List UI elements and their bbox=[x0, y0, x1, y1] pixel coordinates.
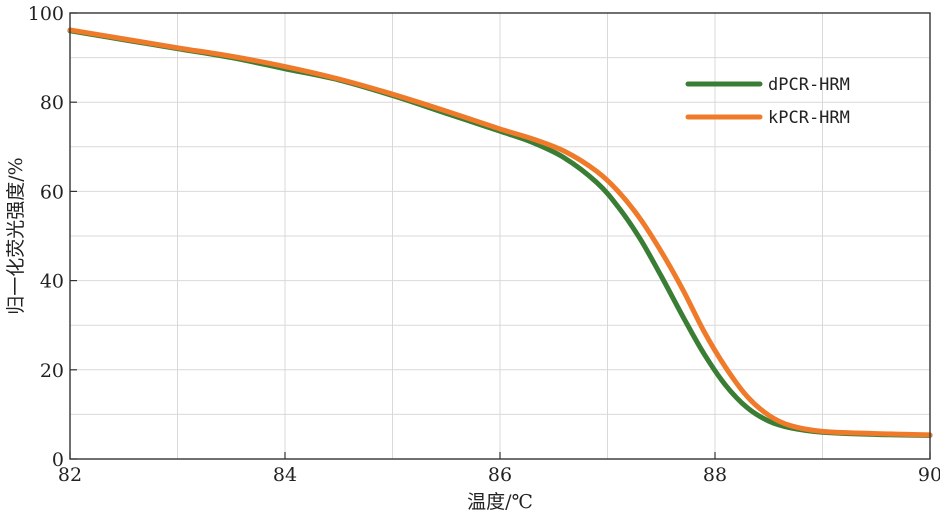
y-tick-label: 40 bbox=[40, 271, 64, 293]
x-axis-title: 温度/℃ bbox=[467, 491, 533, 513]
y-tick-label: 0 bbox=[52, 449, 64, 471]
x-tick-label: 90 bbox=[918, 464, 940, 486]
legend-label-dpcr-hrm: dPCR-HRM bbox=[768, 75, 850, 95]
series-line-kpcr-hrm bbox=[67, 27, 933, 438]
y-tick-label: 80 bbox=[40, 92, 64, 114]
x-tick-label: 82 bbox=[58, 464, 82, 486]
x-tick-label: 88 bbox=[703, 464, 727, 486]
x-tick-label: 84 bbox=[273, 464, 297, 486]
y-axis-title: 归一化荧光强度/% bbox=[5, 157, 27, 314]
ticks: 82 84 86 88 90 0 20 40 60 80 100 bbox=[28, 3, 940, 486]
plot-series bbox=[67, 27, 933, 438]
grid bbox=[70, 13, 930, 459]
legend-label-kpcr-hrm: kPCR-HRM bbox=[768, 108, 850, 128]
y-tick-label: 100 bbox=[28, 3, 64, 25]
legend: dPCR-HRM kPCR-HRM bbox=[685, 75, 850, 128]
y-tick-label: 20 bbox=[40, 360, 64, 382]
y-tick-label: 60 bbox=[40, 181, 64, 203]
x-tick-label: 86 bbox=[488, 464, 512, 486]
